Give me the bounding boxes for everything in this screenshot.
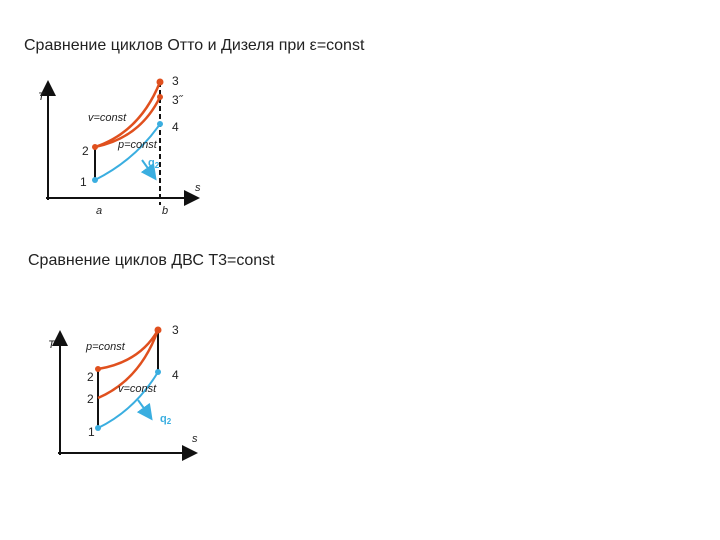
label: 2: [155, 161, 160, 170]
label: p=const: [85, 341, 126, 353]
label: q: [148, 157, 155, 169]
title: Сравнение циклов Отто и Дизеля при ε=con…: [24, 37, 365, 54]
label: p=const: [117, 139, 158, 151]
point: [154, 326, 162, 334]
label: 3: [172, 323, 179, 337]
label: 3: [172, 74, 179, 88]
label: 4: [172, 368, 179, 382]
curve: [97, 329, 160, 400]
title: Сравнение циклов ДВС T3=const: [28, 252, 275, 269]
point: [157, 94, 163, 100]
curve: [97, 329, 160, 371]
curve: [94, 96, 162, 149]
label: 2: [87, 370, 94, 384]
label: v=const: [88, 112, 127, 124]
label: b: [162, 205, 168, 217]
point: [156, 78, 164, 86]
label: T: [38, 91, 46, 103]
diagram-1: T s 1 2 3 3˝ 4 a b v=const p=const q2: [38, 74, 201, 217]
arrow: [136, 399, 153, 421]
label: s: [192, 433, 198, 445]
diagram-2: T s 1 2 2 3 4 p=const v=const q2: [48, 323, 198, 461]
label: q: [160, 413, 167, 425]
label: v=const: [118, 383, 157, 395]
label: 1: [88, 425, 95, 439]
label: q2: [160, 413, 172, 426]
label: 4: [172, 120, 179, 134]
label: 2: [87, 392, 94, 406]
label: 2: [167, 417, 172, 426]
label: 2: [82, 144, 89, 158]
point: [95, 366, 101, 372]
arrow: [140, 159, 157, 181]
label: T: [48, 339, 56, 351]
label: a: [96, 205, 102, 217]
point: [157, 121, 163, 127]
label: 3˝: [172, 93, 184, 107]
label: s: [195, 182, 201, 194]
label: 1: [80, 175, 87, 189]
point: [92, 144, 98, 150]
label: q2: [148, 157, 160, 170]
curve: [97, 371, 159, 429]
curve: [94, 123, 161, 181]
point: [92, 177, 98, 183]
point: [95, 425, 101, 431]
point: [155, 369, 161, 375]
